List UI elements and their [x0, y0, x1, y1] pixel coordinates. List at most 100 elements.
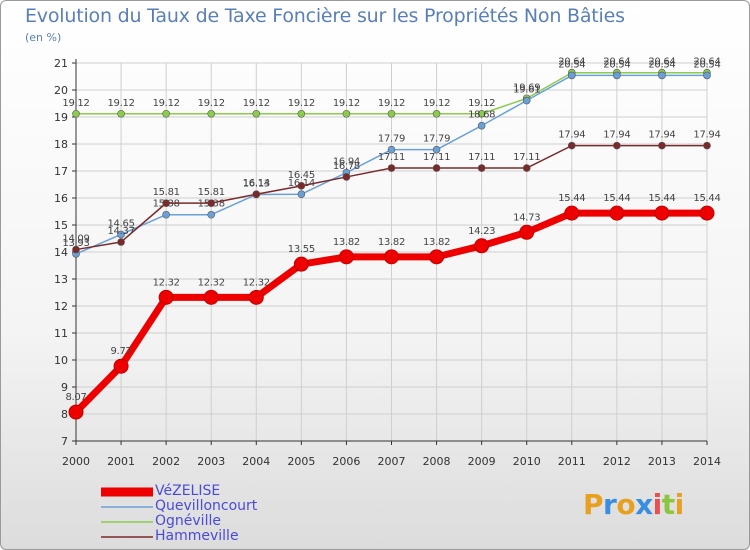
data-label-ogneville: 19.12: [333, 98, 360, 109]
point-hammeville: [658, 141, 666, 150]
data-label-ogneville: 19.12: [243, 98, 270, 109]
data-label-hammeville: 16.14: [243, 178, 270, 189]
data-label-vezelise: 13.82: [378, 237, 405, 248]
data-label-quevilloncourt: 17.79: [378, 134, 405, 145]
point-quevilloncourt: [162, 210, 170, 219]
point-quevilloncourt: [567, 71, 576, 80]
point-hammeville: [477, 164, 486, 172]
x-tick-label: 2004: [242, 455, 270, 468]
point-vezelise: [68, 404, 84, 420]
point-quevilloncourt: [613, 71, 621, 80]
data-label-vezelise: 12.32: [243, 277, 270, 288]
y-tick-label: 12: [54, 300, 68, 313]
legend-swatch-hammeville: [101, 536, 153, 538]
logo-letter: i: [652, 488, 663, 521]
point-hammeville: [432, 164, 441, 172]
legend-swatch-quevilloncourt: [101, 506, 153, 508]
data-label-quevilloncourt: 20.54: [648, 59, 675, 70]
data-label-quevilloncourt: 13.93: [62, 238, 89, 249]
point-ogneville: [477, 109, 486, 118]
point-hammeville: [567, 141, 576, 150]
point-ogneville: [297, 109, 306, 118]
x-tick-label: 2002: [152, 455, 180, 468]
point-hammeville: [342, 173, 351, 181]
data-label-vezelise: 8.07: [65, 392, 86, 403]
point-hammeville: [613, 141, 621, 150]
data-label-ogneville: 20.64: [693, 57, 720, 68]
y-tick-label: 13: [54, 273, 68, 286]
data-label-vezelise: 14.73: [513, 212, 540, 223]
legend-label-ogneville: Ognéville: [155, 513, 221, 529]
data-label-vezelise: 12.32: [198, 277, 225, 288]
data-label-ogneville: 19.69: [513, 82, 540, 93]
y-tick-label: 17: [54, 165, 68, 178]
point-hammeville: [207, 199, 216, 207]
point-vezelise: [384, 249, 399, 265]
x-tick-label: 2000: [62, 455, 90, 468]
legend-label-quevilloncourt: Quevilloncourt: [155, 498, 258, 514]
data-label-ogneville: 19.12: [468, 98, 495, 109]
logo-letter: o: [616, 488, 636, 521]
data-label-ogneville: 19.12: [62, 98, 89, 109]
data-label-hammeville: 17.94: [603, 130, 630, 141]
y-tick-label: 18: [54, 138, 68, 151]
y-tick-label: 7: [61, 435, 68, 448]
point-quevilloncourt: [117, 230, 125, 239]
data-label-quevilloncourt: 18.68: [468, 110, 495, 121]
data-label-ogneville: 20.64: [558, 57, 585, 68]
point-ogneville: [72, 109, 80, 118]
data-label-hammeville: 14.09: [62, 234, 89, 245]
x-tick-label: 2014: [693, 455, 721, 468]
y-tick-label: 15: [54, 219, 68, 232]
y-tick-label: 14: [54, 246, 68, 259]
legend-swatch-ogneville: [101, 521, 153, 523]
point-quevilloncourt: [387, 145, 396, 154]
logo-letter: i: [674, 488, 685, 521]
x-tick-label: 2006: [332, 455, 360, 468]
point-vezelise: [203, 289, 219, 305]
point-vezelise: [564, 205, 580, 221]
data-label-vezelise: 15.44: [558, 193, 585, 204]
data-label-quevilloncourt: 20.54: [693, 59, 720, 70]
legend-swatch-vezelise: [101, 487, 153, 497]
point-vezelise: [248, 289, 264, 305]
x-tick-label: 2010: [513, 455, 541, 468]
point-ogneville: [162, 109, 170, 118]
legend-label-hammeville: Hammeville: [155, 528, 239, 544]
data-label-quevilloncourt: 20.54: [603, 59, 630, 70]
data-label-quevilloncourt: 20.54: [558, 59, 585, 70]
x-tick-label: 2003: [197, 455, 225, 468]
point-vezelise: [113, 358, 129, 374]
x-tick-label: 2013: [648, 455, 676, 468]
point-hammeville: [117, 238, 125, 246]
point-ogneville: [207, 109, 216, 118]
point-vezelise: [609, 205, 625, 221]
x-tick-label: 2011: [558, 455, 586, 468]
x-tick-label: 2009: [468, 455, 496, 468]
data-label-vezelise: 13.82: [423, 237, 450, 248]
point-quevilloncourt: [297, 190, 306, 199]
y-tick-label: 9: [61, 381, 68, 394]
point-hammeville: [297, 182, 306, 190]
point-ogneville: [117, 109, 125, 118]
data-label-quevilloncourt: 16.13: [243, 178, 270, 189]
data-label-ogneville: 19.12: [108, 98, 135, 109]
y-tick-label: 11: [54, 327, 68, 340]
data-label-ogneville: 19.12: [423, 98, 450, 109]
point-hammeville: [252, 190, 261, 199]
point-quevilloncourt: [703, 71, 711, 80]
x-tick-label: 2007: [378, 455, 406, 468]
data-label-vezelise: 15.44: [648, 193, 675, 204]
point-vezelise: [293, 256, 309, 272]
data-label-ogneville: 19.12: [288, 98, 315, 109]
data-label-hammeville: 15.81: [153, 187, 180, 198]
point-quevilloncourt: [658, 71, 666, 80]
x-tick-label: 2012: [603, 455, 631, 468]
point-ogneville: [252, 109, 261, 118]
data-label-quevilloncourt: 19.61: [513, 85, 540, 96]
proxiti-logo: Proxiti: [583, 488, 684, 521]
y-tick-label: 10: [54, 354, 68, 367]
point-quevilloncourt: [432, 145, 441, 154]
data-label-hammeville: 17.11: [468, 152, 495, 163]
